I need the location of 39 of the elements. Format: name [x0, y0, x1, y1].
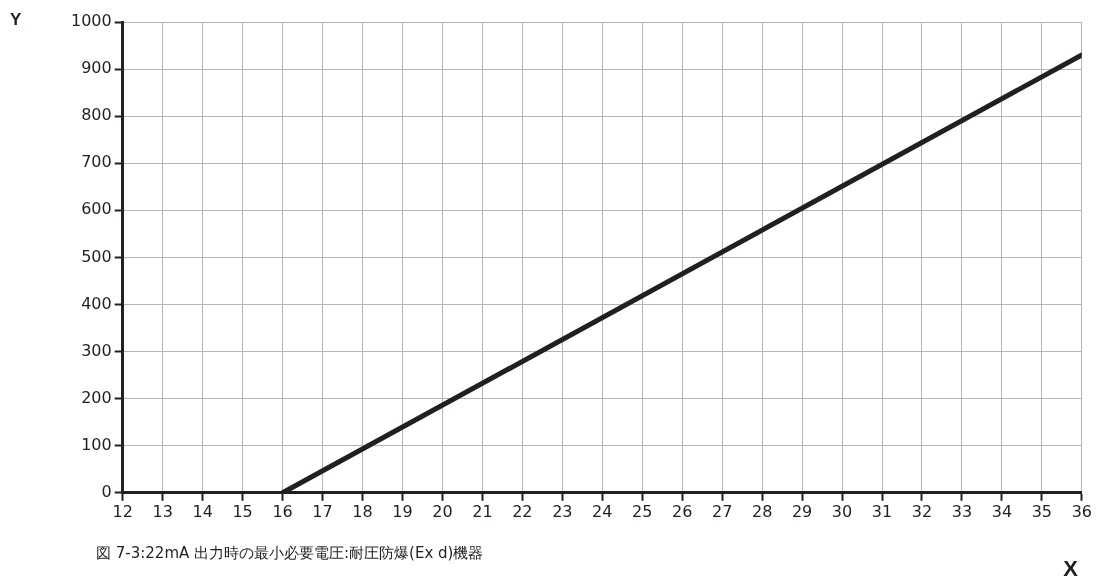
y-tick-label: 800	[81, 105, 112, 125]
y-tick-label: 400	[81, 293, 112, 313]
x-tick-label: 33	[951, 501, 973, 521]
x-tick-label: 35	[1031, 501, 1053, 521]
x-tick-label: 15	[232, 501, 253, 521]
x-axis-title: X	[1063, 556, 1079, 582]
x-tick-label: 19	[392, 501, 413, 521]
caption: 図 7-3:22mA 出力時の最小必要電圧:耐圧防爆(Ex d)機器	[96, 543, 484, 562]
y-tick-label: 0	[101, 481, 112, 501]
x-tick-label: 34	[991, 501, 1013, 521]
x-tick-label: 21	[472, 501, 493, 521]
x-tick-label: 22	[512, 501, 533, 521]
x-tick-label: 28	[751, 501, 773, 521]
y-tick-label: 900	[81, 58, 112, 78]
x-tick-label: 29	[791, 501, 813, 521]
x-tick-label: 36	[1071, 501, 1092, 521]
x-tick-label: 32	[911, 501, 933, 521]
y-tick-label: 100	[81, 434, 112, 454]
y-tick-label: 200	[81, 387, 112, 407]
y-axis-title: Y	[10, 9, 22, 29]
x-tick-label: 25	[632, 501, 653, 521]
x-tick-label: 17	[312, 501, 333, 521]
x-tick-label: 30	[831, 501, 853, 521]
y-tick-label: 500	[81, 246, 112, 266]
x-tick-label: 12	[112, 501, 133, 521]
x-tick-label: 13	[152, 501, 173, 521]
x-tick-label: 31	[871, 501, 893, 521]
x-tick-label: 16	[272, 501, 293, 521]
y-tick-label: 700	[81, 152, 112, 172]
x-tick-label: 20	[432, 501, 453, 521]
y-tick-label: 300	[81, 340, 112, 360]
x-tick-label: 14	[192, 501, 213, 521]
x-tick-label: 24	[592, 501, 613, 521]
x-tick-label: 27	[711, 501, 733, 521]
y-tick-label: 600	[81, 199, 112, 219]
y-tick-label: 1000	[71, 11, 112, 31]
x-tick-label: 26	[672, 501, 693, 521]
x-tick-label: 18	[352, 501, 373, 521]
x-tick-label: 23	[552, 501, 573, 521]
